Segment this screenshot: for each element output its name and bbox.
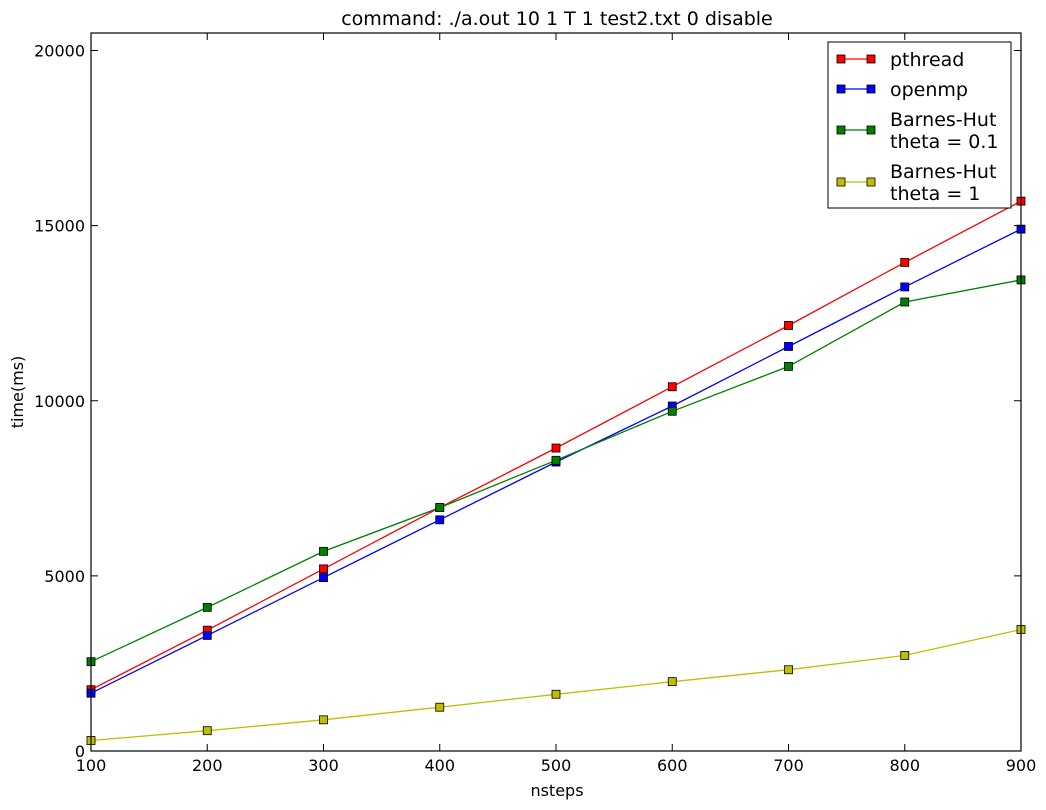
x-tick-label: 600 (657, 756, 688, 775)
x-tick-label: 500 (541, 756, 572, 775)
legend-item-1: openmp (836, 79, 968, 101)
data-point (784, 665, 793, 675)
data-point (900, 650, 910, 660)
axes-layer: 100 200 300 400 500 600 700 800 900 0 5000 10000 150… (34, 32, 1037, 775)
x-tick-label: 800 (889, 756, 920, 775)
y-tick-label: 5000 (44, 567, 85, 586)
data-point (435, 503, 445, 512)
data-point (435, 515, 445, 525)
data-point (900, 282, 910, 292)
data-point (551, 455, 561, 465)
x-tick-label: 200 (192, 756, 223, 775)
legend-marker (866, 125, 876, 135)
data-point (784, 362, 793, 371)
data-point (667, 677, 677, 687)
chart-title: command: ./a.out 10 1 T 1 test2.txt 0 di… (341, 8, 773, 30)
data-point (319, 573, 328, 583)
series-line-2 (90, 279, 1022, 663)
data-point (667, 382, 677, 392)
data-point (202, 726, 212, 736)
y-tick-label: 10000 (34, 392, 85, 411)
data-point (319, 546, 328, 556)
x-tick-label: 300 (308, 756, 339, 775)
data-point (319, 564, 328, 574)
series-2 (86, 275, 1026, 667)
data-point (667, 406, 677, 416)
data-point (202, 631, 212, 640)
series-layer (86, 196, 1026, 745)
y-tick-label: 0 (75, 742, 85, 761)
data-point (319, 715, 328, 725)
legend-item-0: pthread (836, 49, 964, 71)
legend-label: Barnes-Hut (890, 161, 996, 183)
x-tick-label: 400 (424, 756, 455, 775)
data-point (551, 689, 561, 699)
legend-marker (866, 177, 876, 187)
series-0 (86, 196, 1026, 695)
data-point (784, 342, 793, 351)
legend-label: pthread (890, 49, 964, 71)
x-axis-label: nsteps (530, 781, 583, 800)
series-line-3 (90, 628, 1022, 742)
legend-box (827, 41, 1012, 209)
data-point (784, 321, 793, 330)
y-tick-label: 15000 (34, 217, 85, 236)
x-tick-label: 900 (1006, 756, 1037, 775)
legend-marker (836, 177, 846, 187)
x-tick-label: 100 (76, 756, 107, 775)
legend-marker (866, 84, 876, 94)
x-tick-label: 700 (773, 756, 804, 775)
legend-marker (866, 54, 876, 64)
data-point (202, 603, 212, 612)
series-3 (86, 625, 1026, 745)
legend-label: theta = 0.1 (890, 131, 999, 153)
legend-marker (836, 84, 846, 94)
data-point (900, 258, 910, 267)
y-axis-label: time(ms) (8, 356, 27, 429)
y-tick-label: 20000 (34, 42, 85, 61)
legend-label: openmp (890, 79, 968, 101)
data-point (551, 443, 561, 453)
legend-label: Barnes-Hut (890, 109, 996, 131)
data-point (435, 702, 445, 712)
legend-marker (836, 54, 846, 64)
legend-marker (836, 125, 846, 135)
data-point (900, 297, 910, 307)
legend-label: theta = 1 (890, 183, 980, 205)
